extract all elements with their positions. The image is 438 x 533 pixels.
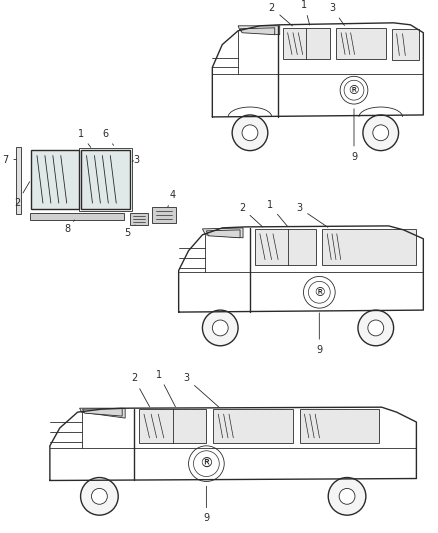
- Bar: [392, 29, 419, 60]
- Text: 1: 1: [78, 129, 91, 148]
- Text: 3: 3: [329, 3, 344, 26]
- Text: ®: ®: [313, 286, 325, 299]
- Bar: [30, 213, 124, 220]
- Bar: [81, 150, 130, 209]
- Polygon shape: [82, 408, 122, 416]
- Text: 1: 1: [156, 369, 175, 407]
- Ellipse shape: [81, 478, 118, 515]
- Text: 8: 8: [65, 220, 74, 234]
- Text: 2: 2: [239, 203, 263, 227]
- Bar: [31, 150, 78, 209]
- Ellipse shape: [212, 320, 228, 336]
- Ellipse shape: [242, 125, 258, 141]
- Ellipse shape: [358, 310, 394, 346]
- Bar: [130, 213, 148, 225]
- Bar: [213, 409, 293, 443]
- Text: ®: ®: [199, 457, 213, 471]
- Text: 1: 1: [267, 200, 288, 227]
- Text: 2: 2: [268, 3, 293, 26]
- Text: 4: 4: [168, 190, 176, 207]
- Bar: [78, 148, 132, 211]
- Ellipse shape: [304, 277, 335, 308]
- Ellipse shape: [368, 320, 384, 336]
- Polygon shape: [206, 230, 240, 238]
- Text: 6: 6: [102, 129, 113, 146]
- Ellipse shape: [188, 446, 224, 481]
- Polygon shape: [238, 26, 280, 35]
- Ellipse shape: [232, 115, 268, 151]
- Bar: [322, 229, 417, 264]
- Bar: [152, 207, 176, 223]
- Text: 2: 2: [131, 374, 150, 407]
- Text: 2: 2: [14, 182, 30, 208]
- Text: 9: 9: [316, 313, 322, 355]
- Polygon shape: [80, 408, 125, 418]
- Text: 3: 3: [132, 155, 139, 165]
- Ellipse shape: [92, 488, 107, 504]
- Ellipse shape: [373, 125, 389, 141]
- Text: ®: ®: [348, 84, 360, 96]
- Bar: [16, 147, 21, 214]
- Text: 1: 1: [301, 0, 310, 25]
- Text: 3: 3: [184, 374, 219, 407]
- Text: 9: 9: [351, 109, 357, 161]
- Bar: [300, 409, 379, 443]
- Text: 3: 3: [297, 203, 328, 227]
- Bar: [139, 409, 206, 443]
- Bar: [336, 28, 386, 60]
- Ellipse shape: [340, 76, 368, 104]
- Bar: [283, 28, 330, 60]
- Polygon shape: [240, 28, 275, 35]
- Text: 9: 9: [203, 486, 209, 523]
- Ellipse shape: [363, 115, 399, 151]
- Bar: [255, 229, 316, 264]
- Polygon shape: [202, 228, 243, 238]
- Ellipse shape: [339, 488, 355, 504]
- Text: 7: 7: [2, 155, 16, 165]
- Ellipse shape: [328, 478, 366, 515]
- Text: 5: 5: [124, 225, 135, 238]
- Ellipse shape: [202, 310, 238, 346]
